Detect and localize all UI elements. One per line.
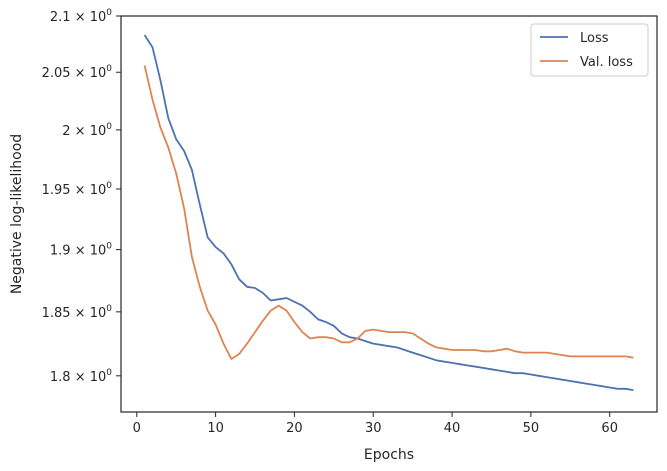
y-tick-label: 1.8 × 100 xyxy=(50,368,112,385)
x-tick-label: 50 xyxy=(523,421,540,436)
y-tick-label: 1.95 × 100 xyxy=(42,181,113,198)
x-tick-label: 0 xyxy=(133,421,141,436)
y-tick-label: 2.1 × 100 xyxy=(50,8,112,25)
x-axis-label: Epochs xyxy=(364,447,414,463)
y-tick-label: 2.05 × 100 xyxy=(42,64,113,81)
legend-label-val-loss: Val. loss xyxy=(580,55,633,70)
y-tick-label: 2 × 100 xyxy=(62,122,112,139)
series-line-loss xyxy=(143,34,634,391)
plot-frame xyxy=(120,15,658,413)
y-tick-label: 1.9 × 100 xyxy=(50,242,112,259)
x-axis-ticks: 0 10 20 30 40 50 60 xyxy=(133,412,618,436)
x-tick-label: 30 xyxy=(365,421,382,436)
x-tick-label: 40 xyxy=(444,421,461,436)
legend-label-loss: Loss xyxy=(580,31,609,46)
x-tick-label: 10 xyxy=(207,421,224,436)
y-tick-label: 1.85 × 100 xyxy=(42,304,113,321)
x-tick-label: 60 xyxy=(601,421,618,436)
series-lines xyxy=(143,34,634,391)
legend: Loss Val. loss xyxy=(530,23,649,77)
x-tick-label: 20 xyxy=(286,421,303,436)
series-line-val-loss xyxy=(143,65,634,360)
y-axis-ticks: 1.8 × 100 1.85 × 100 1.9 × 100 1.95 × 100 2 … xyxy=(42,8,121,385)
y-axis-label: Negative log-likelihood xyxy=(9,134,25,294)
